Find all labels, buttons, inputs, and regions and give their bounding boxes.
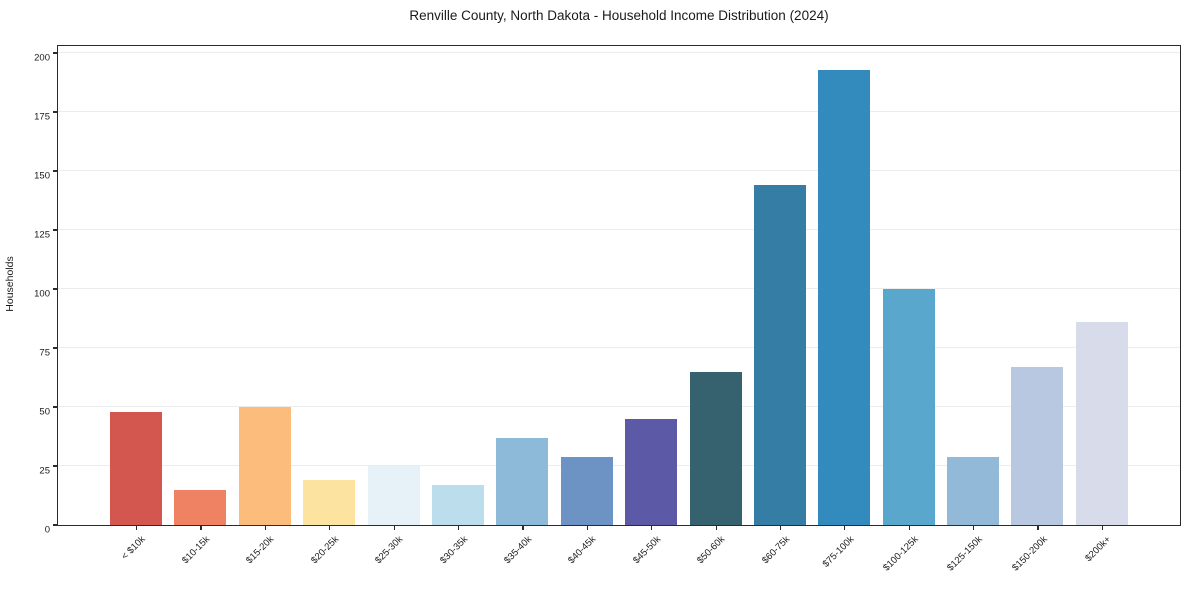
bar-slot-$150-200k: $150-200k: [1010, 46, 1064, 574]
x-tick-label-$200k+: $200k+: [1083, 534, 1114, 565]
x-tick-label-$15-20k: $15-20k: [244, 534, 277, 567]
bar-slot-$30-35k: $30-35k: [431, 46, 484, 566]
x-tick-$125-150k: [973, 525, 975, 530]
y-tick-0: [53, 524, 58, 526]
bar-slot-$40-45k: $40-45k: [560, 46, 613, 566]
x-tick-label-$35-40k: $35-40k: [502, 534, 535, 567]
y-tick-200: [53, 52, 58, 54]
bar-slot-< $10k: < $10k: [110, 46, 162, 562]
x-tick-$20-25k: [329, 525, 331, 530]
x-tick-$40-45k: [586, 525, 588, 530]
bar-slot-$60-75k: $60-75k: [753, 46, 806, 566]
x-tick-label-$40-45k: $40-45k: [566, 534, 599, 567]
x-tick-$200k+: [1101, 525, 1104, 530]
x-tick-< $10k: [136, 525, 138, 530]
x-tick-label-$60-75k: $60-75k: [759, 534, 792, 567]
y-tick-label-75: 75: [39, 347, 50, 359]
y-tick-175: [53, 111, 58, 113]
bar-slot-$100-125k: $100-125k: [881, 46, 935, 574]
bar-$50-60k: [689, 371, 742, 525]
x-tick-label-$30-35k: $30-35k: [437, 534, 470, 567]
y-tick-25: [53, 465, 58, 467]
gridline-150: [58, 170, 1180, 172]
gridline-100: [58, 288, 1180, 290]
y-tick-100: [53, 288, 58, 290]
x-tick-$100-125k: [908, 525, 910, 530]
bar-$200k+: [1075, 322, 1128, 525]
bar-slot-$125-150k: $125-150k: [945, 46, 1000, 574]
bars-container: < $10k $10-15k $15-20k $20-25k $25-30k $30-35…: [58, 46, 1180, 574]
x-tick-$50-60k: [715, 525, 717, 530]
x-tick-$60-75k: [779, 525, 782, 530]
gridline-175: [58, 111, 1180, 113]
x-tick-label-$150-200k: $150-200k: [1009, 534, 1050, 574]
gridline-50: [58, 406, 1180, 408]
x-tick-$75-100k: [844, 525, 846, 530]
bar-slot-$45-50k: $45-50k: [625, 46, 678, 566]
x-tick-$30-35k: [457, 525, 460, 530]
bar-slot-$35-40k: $35-40k: [496, 46, 549, 566]
x-tick-label-$45-50k: $45-50k: [630, 534, 663, 567]
bar-$100-125k: [882, 289, 935, 525]
y-axis-label: Households: [4, 256, 16, 312]
y-tick-label-200: 200: [34, 52, 50, 64]
x-tick-label-$125-150k: $125-150k: [945, 534, 985, 574]
bar-$150-200k: [1011, 366, 1064, 525]
x-tick-label-< $10k: < $10k: [119, 534, 148, 563]
plot-area: 0 25 50 75 100 125 150 175 200 < $10k $10-15k $15-…: [34, 45, 1181, 574]
y-tick-label-25: 25: [39, 465, 50, 477]
bar-$15-20k: [238, 407, 291, 525]
bar-$40-45k: [560, 456, 613, 525]
x-tick-label-$100-125k: $100-125k: [880, 534, 921, 574]
x-tick-label-$75-100k: $75-100k: [820, 534, 857, 570]
x-tick-label-$50-60k: $50-60k: [695, 534, 728, 567]
bar-$20-25k: [303, 480, 356, 525]
bar-$10-15k: [174, 489, 227, 525]
y-tick-label-0: 0: [44, 524, 50, 536]
x-tick-$15-20k: [264, 525, 266, 530]
bar-slot-$15-20k: $15-20k: [238, 46, 291, 566]
y-tick-125: [53, 229, 58, 231]
bar-$75-100k: [818, 69, 871, 525]
bar-slot-$25-30k: $25-30k: [367, 46, 420, 566]
y-tick-50: [53, 406, 58, 408]
y-tick-label-100: 100: [34, 288, 50, 300]
bar-$125-150k: [947, 456, 1000, 525]
y-tick-label-175: 175: [34, 111, 50, 123]
bar-slot-$20-25k: $20-25k: [303, 46, 356, 566]
bar-$30-35k: [431, 484, 484, 525]
bar-$45-50k: [625, 418, 678, 525]
gridline-75: [58, 347, 1180, 349]
x-tick-label-$25-30k: $25-30k: [373, 534, 406, 567]
bar-$35-40k: [496, 437, 549, 525]
x-tick-label-$20-25k: $20-25k: [308, 534, 341, 567]
y-tick-75: [53, 347, 58, 349]
x-tick-$35-40k: [522, 525, 524, 530]
bar-slot-$50-60k: $50-60k: [689, 46, 742, 566]
y-tick-label-150: 150: [34, 170, 50, 182]
gridline-125: [58, 229, 1180, 231]
bar-slot-$200k+: $200k+: [1075, 46, 1128, 564]
y-tick-150: [53, 170, 58, 172]
bar-$60-75k: [753, 185, 806, 525]
x-tick-$10-15k: [200, 525, 202, 530]
x-tick-$45-50k: [651, 525, 653, 530]
x-tick-$150-200k: [1037, 525, 1039, 530]
bar-$25-30k: [367, 466, 420, 525]
bar-< $10k: [110, 411, 162, 525]
x-tick-label-$10-15k: $10-15k: [180, 534, 213, 567]
y-tick-label-50: 50: [39, 406, 50, 418]
gridline-200: [58, 52, 1180, 54]
bar-slot-$10-15k: $10-15k: [174, 46, 227, 566]
gridline-25: [58, 465, 1180, 467]
x-tick-$25-30k: [393, 525, 395, 530]
bar-slot-$75-100k: $75-100k: [818, 46, 871, 570]
chart-title: Renville County, North Dakota - Househol…: [409, 8, 829, 23]
y-tick-label-125: 125: [34, 229, 50, 241]
